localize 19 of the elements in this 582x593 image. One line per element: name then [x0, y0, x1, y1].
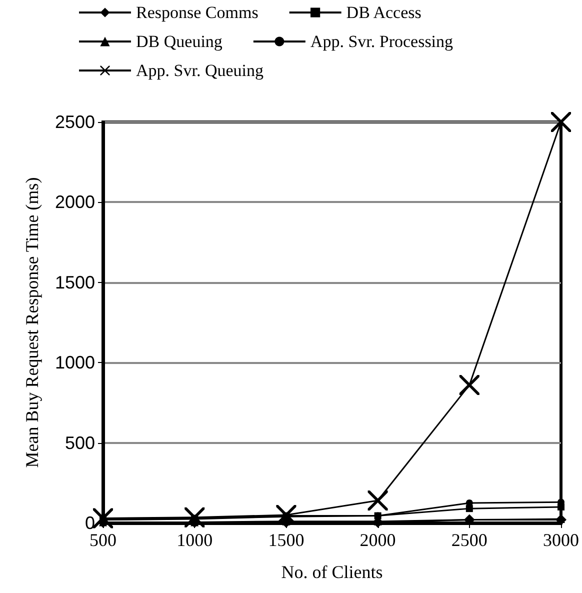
legend-label: App. Svr. Queuing	[136, 61, 264, 80]
x-axis-title: No. of Clients	[281, 562, 383, 582]
x-tick-label: 2000	[360, 530, 396, 550]
y-tick-label: 2000	[54, 192, 95, 212]
y-tick-label: 0	[84, 513, 95, 533]
y-tick-label: 500	[64, 432, 95, 453]
x-tick-label: 1000	[176, 530, 213, 550]
x-tick-label: 2500	[451, 530, 488, 550]
x-tick-label: 1500	[268, 530, 304, 550]
legend-label: App. Svr. Processing	[310, 32, 454, 51]
y-axis-title: Mean Buy Request Response Time (ms)	[22, 177, 42, 468]
y-tick-label: 1000	[54, 352, 95, 373]
legend-label: Response Comms	[136, 3, 258, 22]
legend-label: DB Access	[346, 3, 422, 22]
legend-label: DB Queuing	[136, 32, 223, 51]
x-tick-label: 500	[90, 530, 116, 550]
y-tick-label: 2500	[54, 112, 95, 132]
x-tick-label: 3000	[543, 530, 579, 550]
y-tick-label: 1500	[54, 272, 95, 292]
